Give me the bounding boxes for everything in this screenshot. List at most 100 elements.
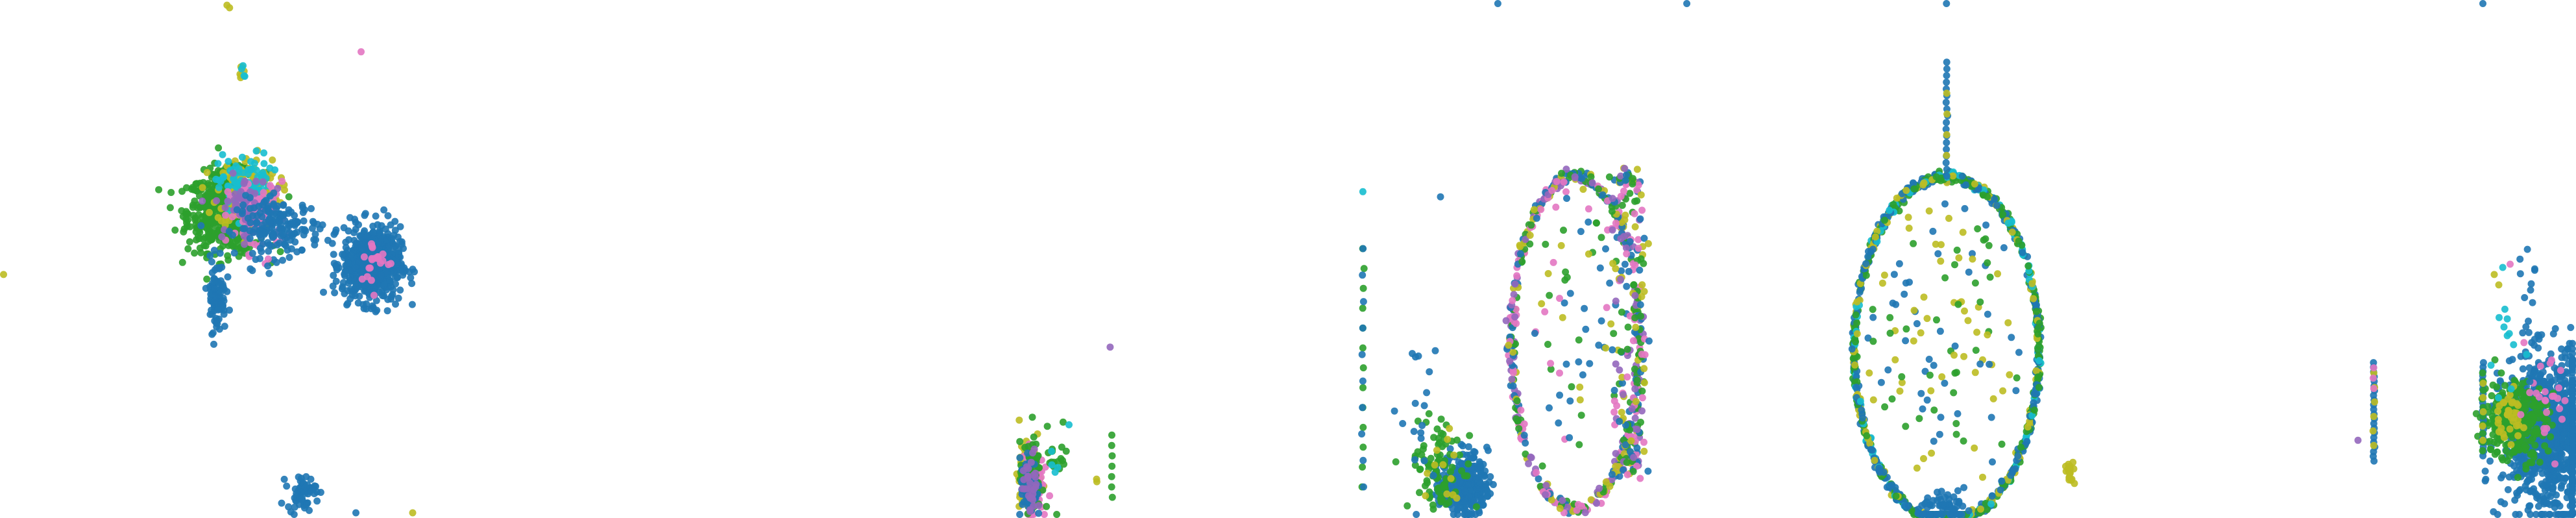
scatter-point: [368, 242, 376, 250]
scatter-point: [1518, 258, 1526, 265]
scatter-point: [1623, 282, 1631, 290]
scatter-point: [247, 204, 254, 212]
scatter-point: [1062, 447, 1070, 455]
scatter-point: [383, 307, 391, 315]
scatter-point: [1952, 369, 1960, 376]
scatter-point: [248, 165, 256, 173]
scatter-point: [167, 189, 175, 196]
scatter-point: [1919, 511, 1927, 518]
scatter-point: [208, 258, 215, 265]
scatter-point: [1596, 484, 1603, 492]
scatter-point: [1971, 444, 1978, 452]
scatter-point: [1971, 369, 1979, 376]
scatter-point: [1998, 477, 2006, 485]
scatter-point: [308, 204, 315, 212]
scatter-point: [1562, 360, 1570, 368]
scatter-point: [1588, 179, 1596, 187]
scatter-point: [1878, 279, 1886, 287]
scatter-point: [1934, 250, 1942, 258]
scatter-point: [1930, 438, 1938, 445]
scatter-point: [1638, 407, 1646, 415]
scatter-point: [287, 208, 295, 216]
scatter-point: [1359, 271, 1367, 279]
scatter-point: [1945, 214, 1952, 222]
scatter-point: [1952, 430, 1960, 438]
scatter-point: [1506, 357, 1514, 365]
scatter-point: [1637, 419, 1644, 426]
scatter-point: [1549, 258, 1557, 266]
scatter-point: [200, 241, 208, 249]
scatter-point: [1644, 240, 1652, 247]
scatter-point: [259, 178, 267, 186]
scatter-point: [1958, 172, 1966, 180]
scatter-point: [1617, 235, 1625, 243]
scatter-point: [1994, 270, 2002, 278]
scatter-point: [281, 186, 288, 194]
scatter-point: [2024, 423, 2032, 431]
scatter-point: [1626, 238, 1634, 245]
scatter-point: [1513, 397, 1521, 405]
scatter-point: [1513, 272, 1521, 280]
scatter-point: [249, 228, 257, 236]
scatter-point: [178, 258, 186, 266]
scatter-point: [1048, 461, 1056, 469]
scatter-point: [1027, 485, 1034, 493]
scatter-point: [1951, 342, 1959, 350]
scatter-point: [249, 249, 256, 257]
scatter-point: [1633, 444, 1641, 452]
scatter-point: [239, 62, 247, 69]
scatter-point: [1925, 207, 1933, 215]
scatter-point: [358, 48, 365, 56]
scatter-point: [1472, 503, 1480, 511]
scatter-point: [246, 234, 254, 242]
scatter-point: [1566, 290, 1574, 297]
scatter-point: [184, 245, 192, 253]
scatter-point: [1542, 482, 1550, 489]
scatter-point: [1575, 336, 1583, 344]
scatter-point: [1412, 353, 1419, 361]
scatter-point: [225, 228, 233, 235]
scatter-point: [1858, 414, 1866, 422]
scatter-point: [1634, 245, 1642, 252]
scatter-point: [361, 212, 369, 219]
scatter-point: [1577, 228, 1585, 236]
scatter-point: [1636, 301, 1644, 308]
scatter-point: [1456, 478, 1464, 486]
scatter-point: [1533, 469, 1540, 476]
scatter-point: [1016, 438, 1024, 445]
scatter-point: [1065, 421, 1073, 428]
scatter-point: [1537, 206, 1545, 214]
scatter-point: [1852, 338, 1860, 345]
scatter-point: [1595, 185, 1602, 193]
scatter-point: [2066, 469, 2074, 477]
scatter-point: [1546, 291, 1553, 299]
scatter-point: [409, 509, 417, 517]
scatter-point: [1910, 306, 1918, 314]
scatter-point: [2028, 280, 2036, 288]
scatter-point: [1548, 496, 1555, 504]
scatter-point: [1359, 443, 1367, 451]
scatter-point: [1359, 188, 1367, 195]
scatter-point: [1623, 458, 1631, 466]
scatter-point: [1516, 250, 1524, 258]
scatter-point: [1863, 432, 1871, 439]
scatter-point: [304, 490, 312, 498]
scatter-point: [1624, 323, 1632, 331]
scatter-point: [1513, 415, 1520, 423]
scatter-point: [1359, 377, 1367, 385]
scatter-point: [202, 192, 210, 199]
scatter-point: [1520, 432, 1528, 439]
scatter-point: [214, 160, 222, 167]
scatter-point: [1359, 456, 1367, 464]
scatter-point: [219, 151, 226, 158]
scatter-point: [1605, 173, 1613, 181]
scatter-point: [1431, 347, 1439, 354]
scatter-point: [345, 279, 352, 287]
scatter-point: [1645, 337, 1653, 345]
scatter-point: [2012, 387, 2020, 395]
scatter-point: [1520, 420, 1528, 428]
scatter-point: [251, 241, 259, 249]
scatter-point: [1869, 314, 1877, 321]
scatter-point: [1943, 71, 1950, 79]
scatter-point: [1943, 131, 1950, 138]
